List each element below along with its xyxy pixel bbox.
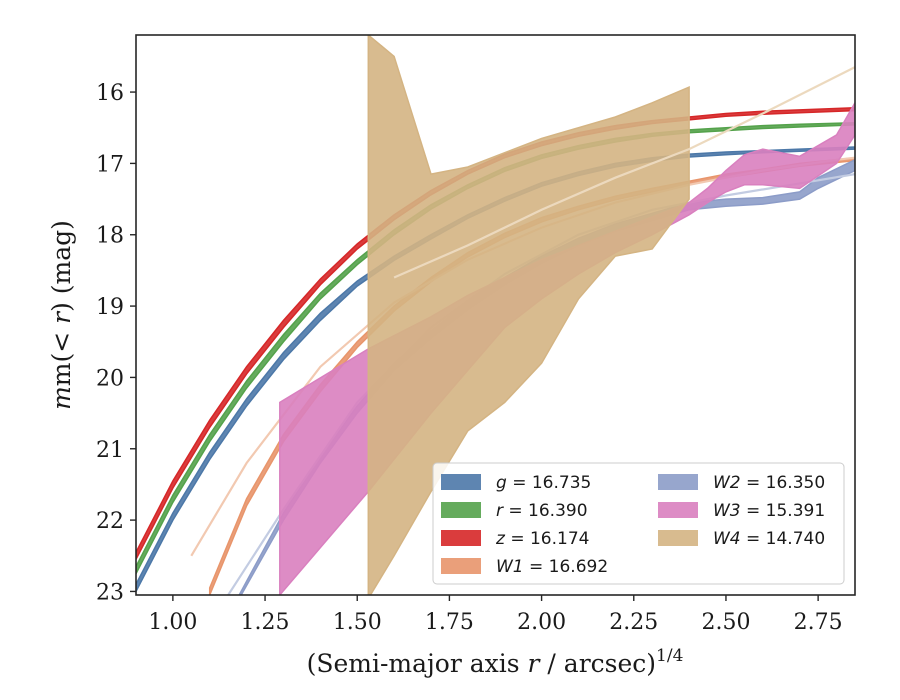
- x-tick-label: 1.25: [241, 610, 290, 635]
- x-tick-label: 1.50: [333, 610, 382, 635]
- legend-swatch-w2: [658, 474, 698, 490]
- x-axis-label: (Semi-major axis r / arcsec)1/4: [307, 646, 684, 678]
- y-axis-label: mm(< r) (mag): [47, 220, 76, 410]
- y-tick-label: 21: [96, 438, 124, 463]
- legend-label-r: r = 16.390: [496, 501, 588, 521]
- x-tick-label: 1.00: [148, 610, 197, 635]
- legend-swatch-w1: [441, 558, 481, 574]
- legend-swatch-r: [441, 502, 481, 518]
- legend-swatch-z: [441, 530, 481, 546]
- y-tick-label: 18: [96, 224, 124, 249]
- legend-label-g: g = 16.735: [496, 473, 591, 493]
- y-tick-label: 22: [96, 509, 124, 534]
- legend-label-w4: W4 = 14.740: [713, 529, 825, 549]
- legend: g = 16.735 r = 16.390 z = 16.174 W1 = 16.69…: [432, 462, 845, 585]
- x-tick-label: 2.75: [794, 610, 843, 635]
- x-tick-label: 2.25: [609, 610, 658, 635]
- y-tick-label: 19: [96, 295, 124, 320]
- legend-swatch-w4: [658, 530, 698, 546]
- legend-label-w3: W3 = 15.391: [713, 501, 825, 521]
- y-tick-label: 16: [96, 81, 124, 106]
- legend-box: [432, 462, 845, 585]
- series-layer: [136, 35, 855, 595]
- y-tick-label: 17: [96, 152, 124, 177]
- ticks-layer: 1.00 1.25 1.50 1.75 2.00 2.25 2.50 2.75 16 17 18 19…: [96, 81, 843, 635]
- series-w4-faint-line: [393, 66, 855, 279]
- y-tick-label: 23: [96, 580, 124, 605]
- legend-swatch-w3: [658, 502, 698, 518]
- legend-swatch-g: [441, 474, 481, 490]
- legend-label-z: z = 16.174: [495, 529, 589, 549]
- x-tick-label: 1.75: [425, 610, 474, 635]
- plot-frame: [135, 34, 856, 596]
- x-tick-label: 2.50: [701, 610, 750, 635]
- x-tick-label: 2.00: [517, 610, 566, 635]
- legend-label-w2: W2 = 16.350: [713, 473, 825, 493]
- y-tick-label: 20: [96, 366, 124, 391]
- legend-label-w1: W1 = 16.692: [496, 557, 608, 577]
